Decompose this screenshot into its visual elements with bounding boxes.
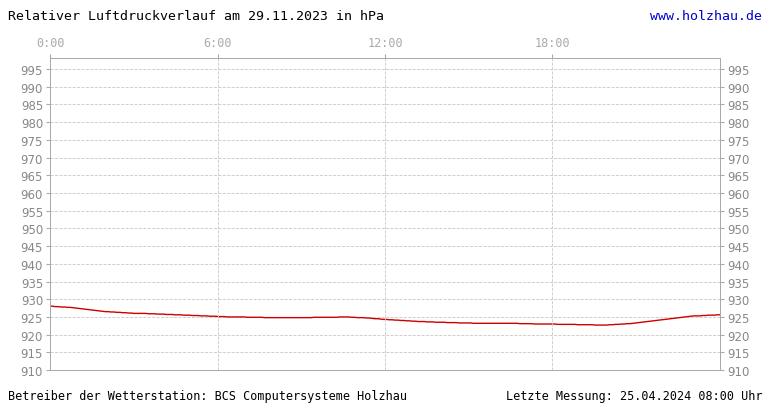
Text: www.holzhau.de: www.holzhau.de — [651, 10, 762, 23]
Text: Letzte Messung: 25.04.2024 08:00 Uhr: Letzte Messung: 25.04.2024 08:00 Uhr — [506, 389, 762, 402]
Text: Relativer Luftdruckverlauf am 29.11.2023 in hPa: Relativer Luftdruckverlauf am 29.11.2023… — [8, 10, 383, 23]
Text: Betreiber der Wetterstation: BCS Computersysteme Holzhau: Betreiber der Wetterstation: BCS Compute… — [8, 389, 407, 402]
